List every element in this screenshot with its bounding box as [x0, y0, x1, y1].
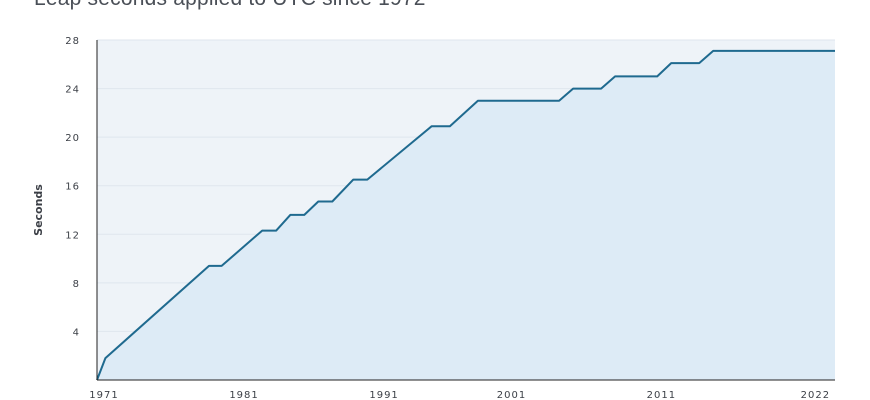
x-tick-labels: 1971 1981 1991 2001 2011 2022	[89, 390, 830, 400]
x-tick-label: 2011	[647, 390, 676, 400]
y-tick-label: 8	[73, 279, 80, 290]
y-tick-label: 12	[65, 230, 80, 241]
series-line	[96, 49, 835, 381]
x-tick-label: 1991	[369, 390, 398, 400]
y-tick-label: 20	[65, 133, 80, 144]
y-tick-label: 16	[65, 182, 80, 193]
y-tick-label: 28	[65, 36, 80, 47]
y-tick-labels: 4 8 12 16 20 24 28	[65, 36, 80, 338]
y-tick-label: 4	[73, 327, 80, 338]
x-tick-label: 1971	[89, 390, 118, 400]
chart-title: Leap seconds applied to UTC since 1972	[34, 0, 426, 11]
y-tick-label: 24	[65, 85, 80, 96]
x-tick-label: 2001	[497, 390, 526, 400]
x-tick-label: 1981	[229, 390, 258, 400]
area-fill	[97, 50, 835, 381]
x-tick-label: 2022	[801, 390, 830, 400]
y-axis-label: Seconds	[32, 184, 45, 236]
